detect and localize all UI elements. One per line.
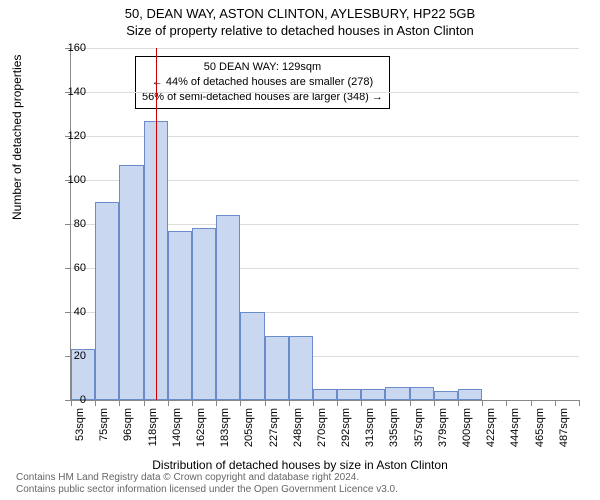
x-tick — [144, 400, 145, 406]
x-tick — [482, 400, 483, 406]
x-tick — [531, 400, 532, 406]
x-tick — [337, 400, 338, 406]
gridline — [71, 92, 579, 93]
x-tick-label: 400sqm — [461, 408, 473, 468]
gridline — [71, 48, 579, 49]
histogram-bar — [95, 202, 119, 400]
x-tick-label: 118sqm — [147, 408, 159, 468]
histogram-bar — [337, 389, 361, 400]
x-tick-label: 205sqm — [243, 408, 255, 468]
x-tick-label: 313sqm — [364, 408, 376, 468]
chart-title: 50, DEAN WAY, ASTON CLINTON, AYLESBURY, … — [0, 0, 600, 21]
annotation-line-1: 50 DEAN WAY: 129sqm — [142, 60, 383, 75]
x-tick-label: 465sqm — [534, 408, 546, 468]
x-tick — [95, 400, 96, 406]
x-tick — [265, 400, 266, 406]
histogram-bar — [385, 387, 409, 400]
y-tick-label: 0 — [36, 394, 86, 406]
x-tick — [168, 400, 169, 406]
x-tick-label: 96sqm — [122, 408, 134, 468]
y-tick-label: 140 — [36, 86, 86, 98]
x-tick — [506, 400, 507, 406]
histogram-bar — [434, 391, 458, 400]
x-tick — [192, 400, 193, 406]
x-tick-label: 487sqm — [558, 408, 570, 468]
histogram-bar — [265, 336, 289, 400]
histogram-bar — [192, 228, 216, 400]
x-tick — [216, 400, 217, 406]
histogram-bar — [361, 389, 385, 400]
y-tick-label: 60 — [36, 262, 86, 274]
x-tick — [458, 400, 459, 406]
x-tick — [579, 400, 580, 406]
x-tick — [434, 400, 435, 406]
x-tick — [289, 400, 290, 406]
y-tick-label: 20 — [36, 350, 86, 362]
histogram-bar — [119, 165, 143, 400]
x-tick — [555, 400, 556, 406]
x-tick — [361, 400, 362, 406]
x-tick-label: 357sqm — [413, 408, 425, 468]
footer-line-1: Contains HM Land Registry data © Crown c… — [16, 472, 398, 484]
histogram-bar — [313, 389, 337, 400]
x-tick-label: 140sqm — [171, 408, 183, 468]
x-tick-label: 75sqm — [98, 408, 110, 468]
x-tick-label: 379sqm — [437, 408, 449, 468]
x-tick — [313, 400, 314, 406]
x-tick — [240, 400, 241, 406]
y-tick-label: 80 — [36, 218, 86, 230]
x-tick-label: 183sqm — [219, 408, 231, 468]
annotation-box: 50 DEAN WAY: 129sqm ← 44% of detached ho… — [135, 56, 390, 109]
chart-subtitle: Size of property relative to detached ho… — [0, 21, 600, 38]
x-tick-label: 53sqm — [74, 408, 86, 468]
plot-area: 50 DEAN WAY: 129sqm ← 44% of detached ho… — [70, 48, 579, 401]
histogram-bar — [289, 336, 313, 400]
histogram-bar — [216, 215, 240, 400]
histogram-bar — [240, 312, 264, 400]
x-tick-label: 422sqm — [485, 408, 497, 468]
y-axis-title: Number of detached properties — [10, 55, 24, 220]
x-tick-label: 248sqm — [292, 408, 304, 468]
x-tick-label: 292sqm — [340, 408, 352, 468]
x-tick-label: 335sqm — [388, 408, 400, 468]
x-tick-label: 162sqm — [195, 408, 207, 468]
chart-container: { "title": "50, DEAN WAY, ASTON CLINTON,… — [0, 0, 600, 500]
histogram-bar — [168, 231, 192, 400]
y-tick-label: 100 — [36, 174, 86, 186]
y-tick-label: 120 — [36, 130, 86, 142]
x-tick-label: 270sqm — [316, 408, 328, 468]
y-tick-label: 160 — [36, 42, 86, 54]
footer-attribution: Contains HM Land Registry data © Crown c… — [16, 472, 398, 496]
footer-line-2: Contains public sector information licen… — [16, 484, 398, 496]
x-tick — [385, 400, 386, 406]
y-tick-label: 40 — [36, 306, 86, 318]
x-tick-label: 227sqm — [268, 408, 280, 468]
histogram-bar — [410, 387, 434, 400]
x-tick — [410, 400, 411, 406]
x-tick-label: 444sqm — [509, 408, 521, 468]
annotation-line-2: ← 44% of detached houses are smaller (27… — [142, 75, 383, 90]
x-tick — [119, 400, 120, 406]
marker-line — [156, 48, 157, 400]
histogram-bar — [458, 389, 482, 400]
